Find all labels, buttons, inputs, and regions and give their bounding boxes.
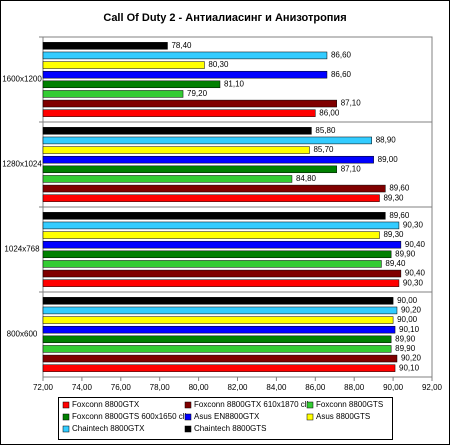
legend-label: Foxconn 8800GTS 600x1650 clk — [72, 412, 190, 421]
bar — [42, 155, 374, 164]
bar — [42, 269, 402, 278]
bar — [42, 221, 400, 230]
bar — [42, 260, 382, 268]
data-label: 90,40 — [405, 240, 426, 249]
bar — [42, 297, 394, 305]
data-label: 89,90 — [395, 249, 416, 258]
x-tick-label: 86,00 — [305, 383, 326, 392]
data-label: 89,30 — [383, 193, 404, 202]
legend-swatch — [62, 413, 70, 421]
bar — [42, 364, 396, 372]
x-tick-label: 90,00 — [383, 383, 404, 392]
bar — [42, 306, 398, 315]
data-label: 89,30 — [383, 230, 404, 239]
data-label: 86,60 — [331, 51, 352, 60]
legend-swatch — [62, 425, 70, 433]
bar — [42, 109, 316, 117]
data-label: 89,60 — [389, 211, 410, 220]
bar — [42, 127, 312, 135]
legend-label: Asus 8800GTS — [316, 412, 370, 421]
data-label: 89,90 — [395, 344, 416, 353]
data-label: 90,20 — [401, 306, 422, 315]
data-label: 87,10 — [341, 164, 362, 173]
bar — [42, 354, 398, 363]
bar — [42, 316, 394, 324]
data-label: 85,70 — [313, 145, 334, 154]
data-label: 90,30 — [403, 278, 424, 287]
data-label: 90,30 — [403, 221, 424, 230]
legend-swatch — [184, 413, 192, 421]
bar — [42, 240, 402, 249]
bar — [42, 42, 168, 50]
bar — [42, 212, 386, 220]
legend-label: Foxconn 8800GTS — [316, 400, 383, 409]
x-tick-label: 82,00 — [227, 383, 248, 392]
bar — [42, 345, 392, 353]
data-label: 89,00 — [378, 155, 399, 164]
y-tick-label: 1024x768 — [4, 245, 40, 254]
data-label: 88,90 — [376, 136, 397, 145]
data-label: 81,10 — [224, 79, 245, 88]
data-label: 90,10 — [399, 325, 420, 334]
data-label: 90,20 — [401, 354, 422, 363]
bar — [42, 231, 380, 239]
x-tick-label: 78,00 — [150, 383, 171, 392]
x-tick-label: 74,00 — [72, 383, 93, 392]
bar — [42, 165, 337, 174]
bar — [42, 184, 386, 193]
y-tick-label: 1600x1200 — [2, 75, 42, 84]
bar — [42, 61, 205, 69]
data-label: 80,30 — [208, 60, 229, 69]
chart-title: Call Of Duty 2 - Антиалиасинг и Анизотро… — [103, 12, 346, 24]
legend-label: Foxconn 8800GTX 610x1870 clk — [194, 400, 312, 409]
bar — [42, 194, 380, 202]
data-label: 90,10 — [399, 363, 420, 372]
data-label: 85,80 — [315, 126, 336, 135]
bar — [42, 335, 392, 344]
y-tick-label: 1280x1024 — [2, 160, 42, 169]
data-label: 86,60 — [331, 70, 352, 79]
data-label: 89,90 — [395, 334, 416, 343]
data-label: 89,40 — [385, 259, 406, 268]
x-tick-label: 76,00 — [111, 383, 132, 392]
x-tick-label: 92,00 — [422, 383, 443, 392]
x-tick-label: 80,00 — [189, 383, 210, 392]
data-label: 90,00 — [397, 315, 418, 324]
legend-swatch — [306, 413, 314, 421]
legend-swatch — [306, 401, 314, 409]
bar — [42, 250, 392, 259]
bar — [42, 90, 184, 98]
bar — [42, 80, 221, 89]
bar — [42, 325, 396, 334]
bar — [42, 51, 328, 60]
data-label: 79,20 — [187, 89, 208, 98]
data-label: 89,60 — [389, 184, 410, 193]
bar — [42, 136, 372, 145]
legend-label: Chaintech 8800GTS — [194, 424, 267, 433]
data-label: 87,10 — [341, 99, 362, 108]
legend-label: Asus EN8800GTX — [194, 412, 260, 421]
y-tick-label: 800x600 — [7, 330, 38, 339]
x-tick-label: 72,00 — [33, 383, 54, 392]
bar — [42, 99, 337, 108]
bar — [42, 70, 328, 79]
data-label: 86,00 — [319, 108, 340, 117]
data-label: 78,40 — [171, 41, 192, 50]
legend-swatch — [184, 425, 192, 433]
legend-swatch — [184, 401, 192, 409]
bar — [42, 146, 310, 154]
legend-label: Chaintech 8800GTX — [72, 424, 145, 433]
data-label: 90,00 — [397, 296, 418, 305]
x-tick-label: 88,00 — [344, 383, 365, 392]
legend-label: Foxconn 8800GTX — [72, 400, 140, 409]
legend-swatch — [62, 401, 70, 409]
legend — [58, 397, 393, 440]
data-label: 90,40 — [405, 269, 426, 278]
bar — [42, 175, 293, 183]
bar — [42, 279, 400, 287]
x-tick-label: 84,00 — [266, 383, 287, 392]
data-label: 84,80 — [296, 174, 317, 183]
